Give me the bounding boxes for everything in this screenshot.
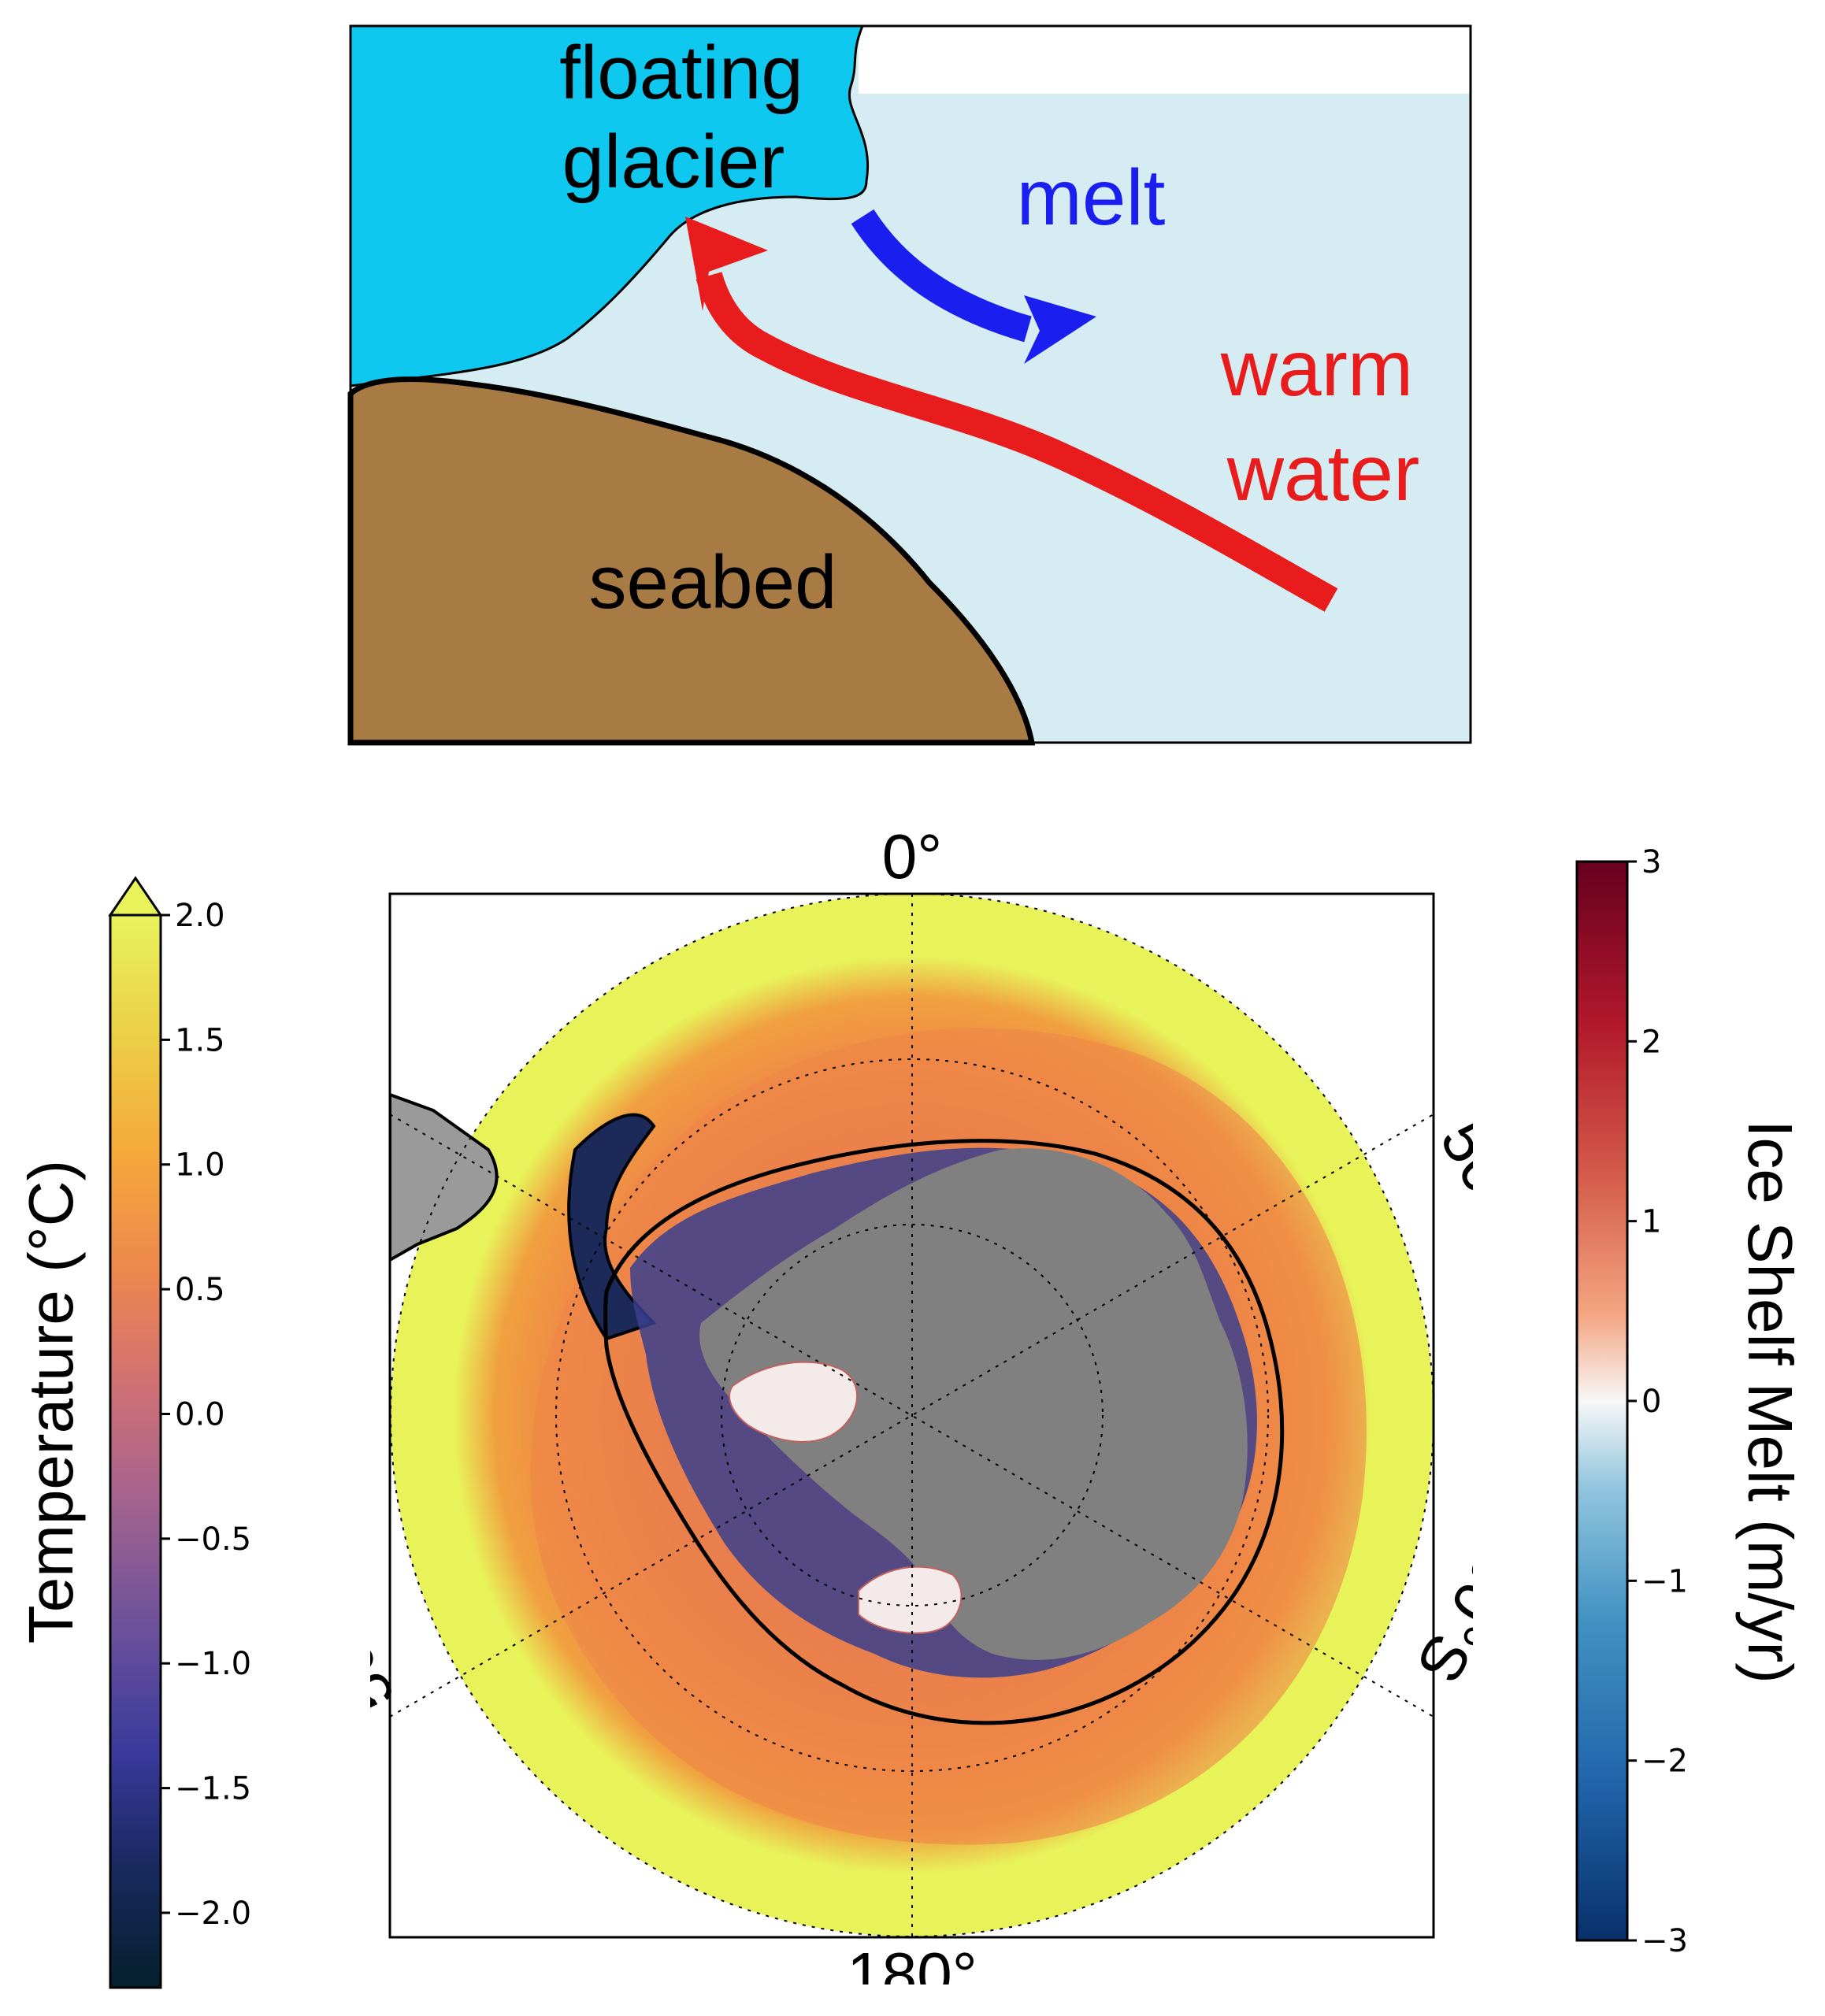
temperature-tick-label: −0.5 <box>175 1521 251 1558</box>
temperature-tick-label: −2.0 <box>175 1896 251 1932</box>
air-gap <box>859 26 1471 94</box>
temperature-tick-label: 1.5 <box>175 1022 225 1058</box>
temperature-colorbar-bar <box>109 914 162 1989</box>
melt-arrow-shaft <box>851 209 1032 343</box>
melt-arrow-head <box>1024 295 1096 364</box>
antarctica-land <box>699 1148 1248 1660</box>
melt-colorbar-label: Ice Shelf Melt (m/yr) <box>1735 1120 1805 1684</box>
melt-tick-label: 3 <box>1641 844 1661 880</box>
temperature-tick-label: 0.5 <box>175 1272 225 1308</box>
meridian-label-bottom: 180° <box>847 1940 977 1984</box>
glacier-label-line1: floating <box>559 31 803 115</box>
warm-label-line1: warm <box>1220 324 1413 413</box>
melt-tick-label: 1 <box>1641 1204 1661 1240</box>
seabed <box>347 376 1036 746</box>
glacier-diagram: floating glacier melt warm water seabed <box>347 24 1472 746</box>
seabed-label: seabed <box>589 540 837 624</box>
lat-label-upper-left: 50°S <box>370 1149 380 1303</box>
ice-shelf-weddell <box>729 1361 858 1443</box>
temperature-tick-label: −1.5 <box>175 1771 251 1807</box>
melt-tick-label: −3 <box>1641 1923 1688 1959</box>
map-frame <box>388 892 1435 1939</box>
temperature-colorbar: Temperature (°C) 2.0 1.5 1.0 0.5 0.0 −0.5 −1.0… <box>16 876 251 1989</box>
temperature-tick-label: 0.0 <box>175 1396 225 1432</box>
lat-label-lower-right: 50°S <box>1404 1540 1473 1694</box>
melt-tick-label: 2 <box>1641 1024 1661 1060</box>
temperature-tick-label: −1.0 <box>175 1646 251 1682</box>
temperature-colorbar-extend <box>108 876 163 917</box>
warm-water-arrow-shaft <box>696 272 1338 612</box>
antarctic-peninsula <box>567 1113 657 1341</box>
temperature-tick-label: 2.0 <box>175 898 225 934</box>
diagram-frame <box>349 24 1472 744</box>
ice-shelf-ross <box>858 1566 963 1634</box>
melt-tick-label: −2 <box>1641 1744 1688 1780</box>
warm-label-line2: water <box>1226 429 1420 517</box>
melt-label: melt <box>1017 154 1166 242</box>
floating-glacier <box>349 24 870 387</box>
antarctic-map: 0° 180° 50°S 50°S 50°S 50°S <box>370 821 1473 1984</box>
south-america <box>390 1092 499 1262</box>
melt-tick-label: −1 <box>1641 1563 1688 1599</box>
melt-colorbar: 3 2 1 0 −1 −2 −3 Ice Shelf Melt (m/yr) <box>1575 844 1805 1959</box>
melt-tick-label: 0 <box>1641 1384 1661 1420</box>
temperature-tick-label: 1.0 <box>175 1147 225 1184</box>
temperature-colorbar-label: Temperature (°C) <box>16 1160 86 1644</box>
melt-colorbar-bar <box>1575 860 1629 1942</box>
glacier-label-line2: glacier <box>562 120 785 204</box>
shelf-break-contour <box>603 1139 1285 1725</box>
warm-water-arrow-head <box>685 217 768 311</box>
meridian-label-top: 0° <box>882 821 942 891</box>
